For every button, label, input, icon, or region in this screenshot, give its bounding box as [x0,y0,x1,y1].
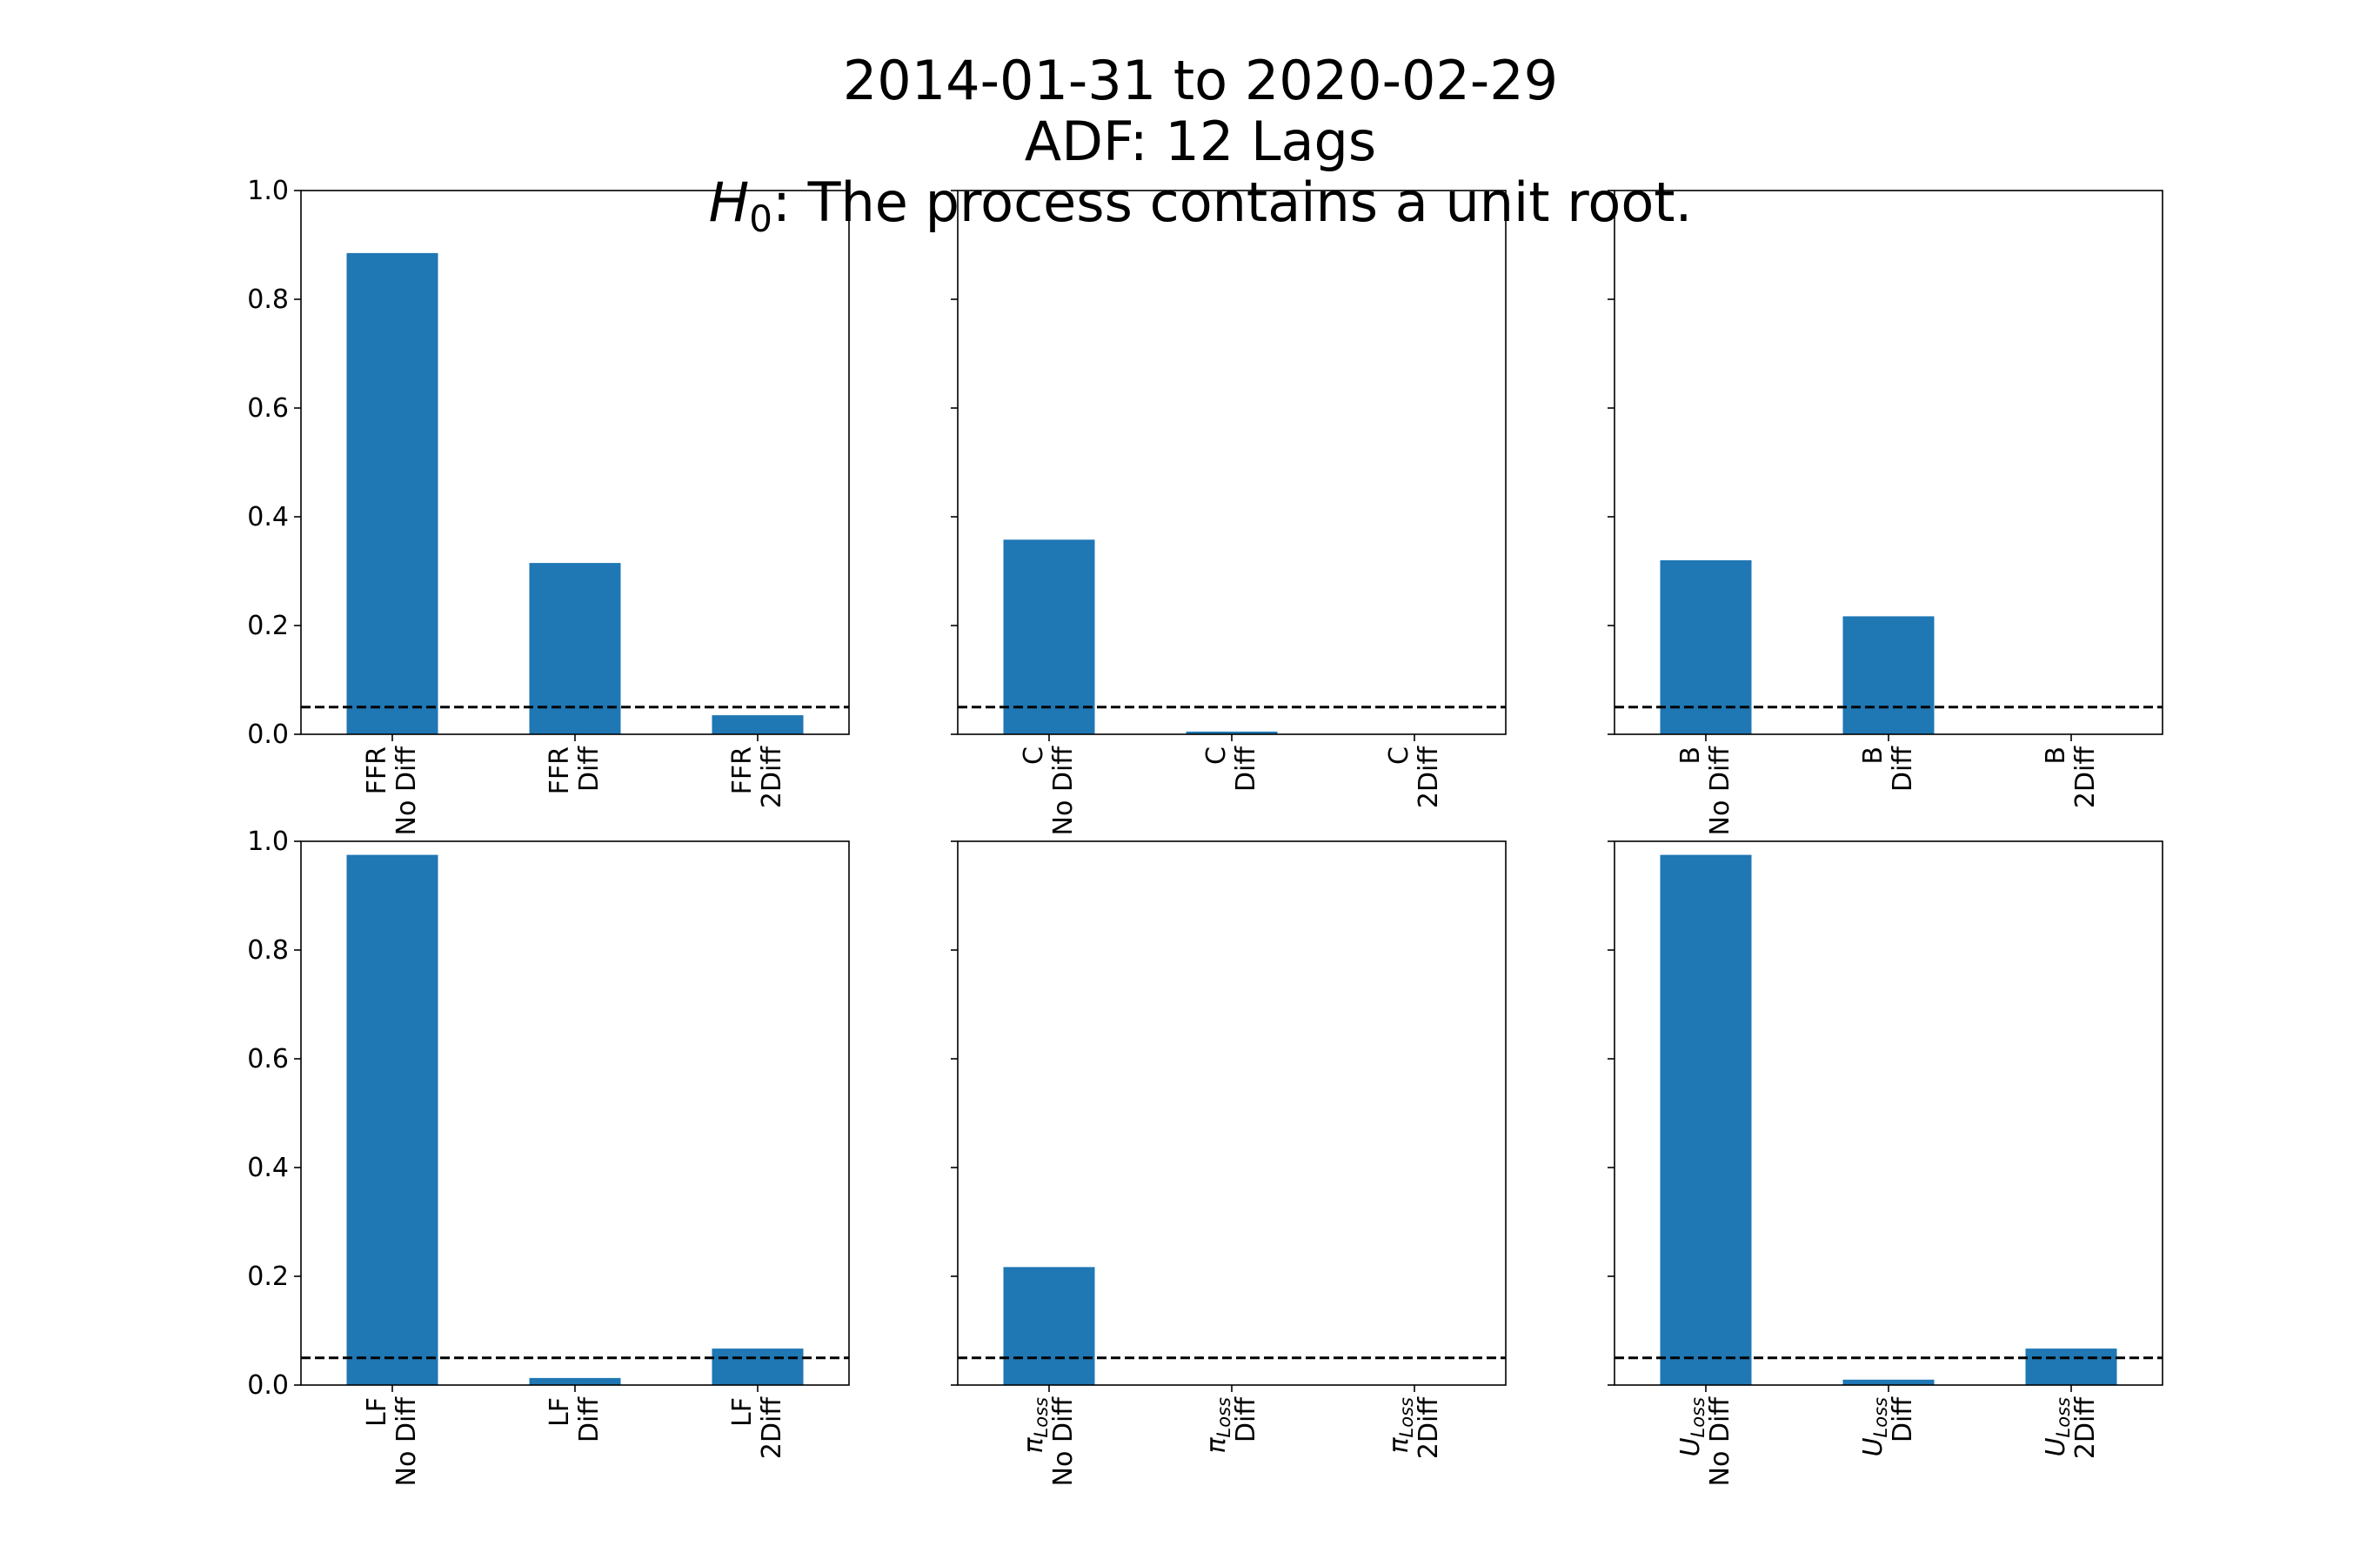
x-tick-label-line-2: Diff [574,1396,605,1442]
y-tick-label: 0.0 [247,719,289,750]
y-tick-label: 0.4 [247,502,289,532]
y-tick-label: 1.0 [247,176,289,206]
bar [346,854,438,1385]
suptitle-line-1: 2014-01-31 to 2020-02-29 [843,49,1558,112]
x-tick-label-line-1: C [1201,746,1232,765]
x-tick-label-line-2: 2Diff [757,1396,787,1460]
x-tick-label-line-1: ULoss [2041,1397,2074,1456]
x-tick-label-line-1: B [1675,746,1706,765]
bar [529,563,621,734]
x-tick-label-line-2: No Diff [391,1396,422,1487]
x-tick-label-line-2: 2Diff [2070,746,2101,809]
x-tick-label-line-1: LF [727,1397,758,1427]
y-tick-label: 0.2 [247,1262,289,1292]
bar [712,715,804,734]
x-tick-label-line-1: C [1384,746,1414,765]
x-tick-label-line-1: B [2041,746,2071,765]
y-tick-label: 0.8 [247,284,289,315]
x-tick-label-line-1: πLoss [1384,1397,1417,1454]
bar [712,1348,804,1385]
bar [1003,539,1095,735]
subplot-3: B No Diff B Diff B 2Diff [1608,190,2163,836]
y-tick-label: 0.6 [247,393,289,424]
x-tick-label-line-2: Diff [574,746,605,792]
bar [1186,731,1278,734]
bar [1842,1379,1935,1386]
x-tick-label-line-1: πLoss [1019,1397,1052,1454]
bar [2025,1348,2117,1385]
y-tick-label: 0.0 [247,1370,289,1401]
subplot-2: C No Diff C Diff C 2Diff [951,190,1507,836]
bar [529,1377,621,1385]
x-tick-label-line-2: 2Diff [757,746,787,809]
x-tick-label-line-2: No Diff [1705,746,1735,836]
bar [346,252,438,734]
x-tick-label-line-1: LF [362,1397,392,1427]
y-tick-label: 0.6 [247,1044,289,1074]
x-tick-label-line-2: 2Diff [2070,1396,2101,1460]
figure-suptitle: 2014-01-31 to 2020-02-29 ADF: 12 Lags H0… [709,49,1693,240]
bar [1660,560,1752,734]
x-tick-label-line-1: πLoss [1201,1397,1234,1454]
y-tick-label: 1.0 [247,826,289,857]
x-tick-label-line-1: FFR [727,746,758,794]
hypothesis-text: The process contains a unit root. [791,171,1692,234]
bar [1842,616,1935,734]
bar [1003,1267,1095,1385]
x-tick-label-line-1: ULoss [1858,1397,1891,1456]
hypothesis-symbol: H [709,171,750,234]
y-tick-label: 0.8 [247,935,289,966]
bar [1660,854,1752,1385]
suptitle-hypothesis: H0: The process contains a unit root. [709,171,1693,240]
x-tick-label-line-2: No Diff [1705,1396,1735,1487]
x-tick-label-line-2: 2Diff [1414,1396,1444,1460]
x-tick-label-line-1: FFR [545,746,575,794]
y-tick-label: 0.2 [247,611,289,641]
suptitle-line-2: ADF: 12 Lags [1025,110,1376,173]
x-tick-label-line-1: LF [545,1397,575,1427]
x-tick-label-line-2: 2Diff [1414,746,1444,809]
x-tick-label-line-2: No Diff [1048,1396,1079,1487]
x-tick-label-line-2: Diff [1888,1396,1918,1442]
x-tick-label-line-1: C [1019,746,1049,765]
x-tick-label-line-2: No Diff [1048,746,1079,836]
x-tick-label-line-2: Diff [1231,746,1261,792]
y-tick-label: 0.4 [247,1153,289,1183]
x-tick-label-line-1: B [1858,746,1889,765]
hypothesis-subscript: 0 [749,197,772,240]
subplot-4: 0.00.20.40.60.81.0LF No Diff LF Diff LF 2Diff [247,826,850,1487]
x-tick-label-line-2: Diff [1888,746,1918,792]
x-tick-label-line-1: FFR [362,746,392,794]
x-tick-label-line-2: Diff [1231,1396,1261,1442]
x-tick-label-line-1: ULoss [1675,1397,1708,1456]
x-tick-label-line-2: No Diff [391,746,422,836]
